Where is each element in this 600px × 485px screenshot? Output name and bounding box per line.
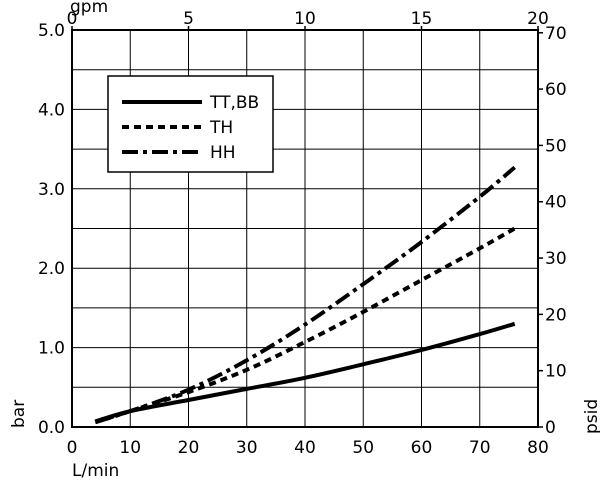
series-line-th [94,226,516,425]
x2-tick-label: 0 [67,9,78,29]
x-tick-label: 80 [527,438,549,458]
y2-axis-title: psid [582,399,600,434]
x2-tick-label: 15 [411,9,433,29]
tick-labels: 0 10 20 30 40 50 60 70 800.01.02.03.04.05.00 5 10 1… [38,9,567,458]
x2-tick-label: 20 [527,9,549,29]
legend-label: TT,BB [209,93,259,113]
y-tick-label: 0.0 [38,418,65,438]
x-tick-label: 30 [236,438,258,458]
y-tick-label: 4.0 [38,100,65,120]
plot-frame [71,29,539,428]
x-axis-title: L/min [72,461,119,481]
x2-tick-label: 5 [183,9,194,29]
y2-tick-label: 20 [545,305,567,325]
x-tick-label: 60 [411,438,433,458]
y2-tick-label: 10 [545,362,567,382]
y-axis-title: bar [9,400,29,428]
x-tick-label: 70 [469,438,491,458]
legend-label: HH [210,143,236,163]
y-tick-label: 3.0 [38,180,65,200]
y2-tick-label: 50 [545,136,567,156]
x2-tick-label: 10 [294,9,316,29]
series-line-hh [94,165,516,425]
grid [71,29,539,428]
x-tick-label: 20 [178,438,200,458]
legend-label: TH [209,118,233,138]
legend: TT,BB TH HH [107,75,274,173]
series-lines [94,165,516,425]
x-tick-label: 10 [119,438,141,458]
y2-tick-label: 30 [545,249,567,269]
legend-box [107,75,274,173]
y2-tick-label: 70 [545,24,567,44]
x-tick-label: 50 [352,438,374,458]
x-tick-label: 40 [294,438,316,458]
x-tick-label: 0 [67,438,78,458]
y2-tick-label: 0 [545,418,556,438]
y-tick-label: 1.0 [38,339,65,359]
y2-tick-label: 40 [545,193,567,213]
y-tick-label: 5.0 [38,21,65,41]
y-tick-label: 2.0 [38,259,65,279]
y2-tick-label: 60 [545,80,567,100]
x2-axis-title: gpm [70,0,108,17]
